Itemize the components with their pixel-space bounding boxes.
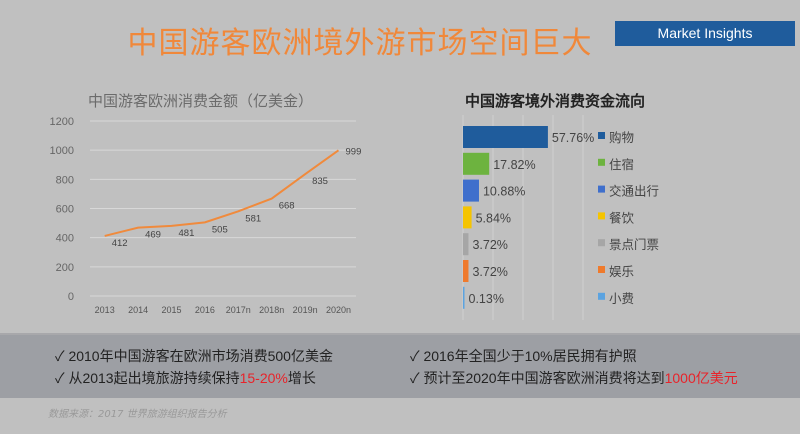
- legend-label: 住宿: [609, 157, 634, 172]
- legend-swatch: [598, 158, 605, 166]
- y-tick-label: 600: [56, 204, 74, 216]
- x-tick-label: 2020n: [326, 305, 351, 315]
- data-label: 412: [112, 238, 128, 249]
- bar: [463, 152, 490, 175]
- charts: 中国游客欧洲消费金额（亿美金） 0 200 400 600 800 1000 1200 2013…: [50, 92, 659, 320]
- data-label: 481: [179, 228, 195, 239]
- bar-label: 10.88%: [483, 185, 525, 199]
- legend-swatch: [598, 185, 605, 193]
- bar: [463, 286, 465, 309]
- y-tick-label: 200: [56, 262, 74, 274]
- bar-label: 3.72%: [472, 238, 507, 252]
- line-chart-title: 中国游客欧洲消费金额（亿美金）: [88, 92, 313, 110]
- bar: [463, 233, 469, 256]
- x-tick-label: 2017n: [226, 305, 251, 315]
- market-insights-badge: Market Insights: [615, 21, 795, 46]
- legend-label: 小费: [609, 291, 634, 306]
- data-label: 505: [212, 224, 228, 235]
- x-tick-label: 2018n: [259, 305, 284, 315]
- data-label: 469: [145, 230, 161, 241]
- point-4: ✓ 预计至2020年中国游客欧洲消费将达到1000亿美元: [410, 370, 738, 386]
- legend-swatch: [598, 132, 605, 139]
- legend-swatch: [598, 292, 605, 300]
- x-tick-label: 2019n: [293, 305, 318, 315]
- bar-label: 0.13%: [469, 292, 504, 306]
- bar-chart-title: 中国游客境外消费资金流向: [465, 92, 645, 110]
- x-tick-label: 2014: [128, 305, 148, 315]
- legend-label: 购物: [609, 130, 634, 145]
- y-tick-label: 0: [68, 291, 74, 303]
- point-1: ✓ 2010年中国游客在欧洲市场消费500亿美金: [55, 348, 333, 364]
- data-label: 668: [279, 201, 295, 212]
- y-tick-label: 400: [56, 233, 74, 245]
- line-series: [104, 149, 340, 237]
- point-2: ✓ 从2013起出境旅游持续保持15-20%增长: [55, 370, 316, 386]
- bar-label: 57.76%: [552, 131, 594, 145]
- bar: [463, 206, 472, 229]
- data-label: 581: [245, 213, 261, 224]
- bar-label: 17.82%: [493, 158, 535, 172]
- x-tick-label: 2015: [161, 305, 181, 315]
- point-3: ✓ 2016年全国少于10%居民拥有护照: [410, 348, 637, 364]
- data-label: 999: [346, 146, 362, 157]
- bar: [463, 126, 548, 148]
- legend-swatch: [598, 212, 605, 220]
- x-tick-label: 2013: [95, 305, 115, 315]
- y-tick-label: 1200: [50, 116, 74, 128]
- y-tick-label: 800: [56, 174, 74, 186]
- source-note: 数据来源：2017 世界旅游组织报告分析: [48, 409, 227, 420]
- legend-swatch: [598, 266, 605, 273]
- bar-label: 5.84%: [476, 211, 511, 225]
- legend-label: 交通出行: [609, 184, 659, 199]
- legend-swatch: [598, 239, 605, 247]
- legend-label: 景点门票: [609, 237, 659, 252]
- bar: [463, 260, 469, 282]
- bar: [463, 179, 479, 202]
- legend-label: 娱乐: [609, 264, 634, 279]
- bar-label: 3.72%: [472, 265, 507, 279]
- legend-label: 餐饮: [609, 210, 635, 225]
- slide-title: 中国游客欧洲境外游市场空间巨大: [127, 26, 593, 61]
- x-tick-label: 2016: [195, 305, 215, 315]
- key-points-band: [0, 333, 800, 398]
- y-tick-label: 1000: [50, 145, 74, 157]
- data-label: 835: [312, 176, 328, 187]
